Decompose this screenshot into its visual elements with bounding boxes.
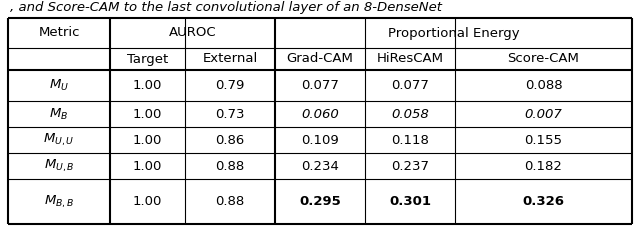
Text: 0.86: 0.86 (216, 134, 244, 147)
Text: 0.326: 0.326 (522, 195, 564, 208)
Text: 0.060: 0.060 (301, 107, 339, 120)
Text: $M_U$: $M_U$ (49, 78, 69, 93)
Text: 0.295: 0.295 (299, 195, 341, 208)
Text: 1.00: 1.00 (133, 195, 162, 208)
Text: Grad-CAM: Grad-CAM (287, 52, 353, 65)
Text: 0.088: 0.088 (525, 79, 563, 92)
Text: 1.00: 1.00 (133, 160, 162, 172)
Text: 0.109: 0.109 (301, 134, 339, 147)
Text: 0.058: 0.058 (391, 107, 429, 120)
Text: 0.237: 0.237 (391, 160, 429, 172)
Text: Score-CAM: Score-CAM (508, 52, 579, 65)
Text: Proportional Energy: Proportional Energy (388, 27, 519, 39)
Text: Metric: Metric (38, 27, 80, 39)
Text: 0.73: 0.73 (215, 107, 244, 120)
Text: HiResCAM: HiResCAM (376, 52, 444, 65)
Text: 0.88: 0.88 (216, 160, 244, 172)
Text: 1.00: 1.00 (133, 107, 162, 120)
Text: 0.077: 0.077 (391, 79, 429, 92)
Text: 0.155: 0.155 (525, 134, 563, 147)
Text: AUROC: AUROC (169, 27, 216, 39)
Text: 0.79: 0.79 (215, 79, 244, 92)
Text: 1.00: 1.00 (133, 134, 162, 147)
Text: 0.234: 0.234 (301, 160, 339, 172)
Text: 0.007: 0.007 (525, 107, 563, 120)
Text: 0.301: 0.301 (389, 195, 431, 208)
Text: $M_{U,U}$: $M_{U,U}$ (44, 132, 75, 148)
Text: 0.077: 0.077 (301, 79, 339, 92)
Text: $M_{U,B}$: $M_{U,B}$ (44, 158, 74, 174)
Text: 0.88: 0.88 (216, 195, 244, 208)
Text: $M_{B,B}$: $M_{B,B}$ (44, 193, 74, 210)
Text: Target: Target (127, 52, 168, 65)
Text: , and Score-CAM to the last convolutional layer of an 8-DenseNet: , and Score-CAM to the last convolutiona… (10, 2, 442, 14)
Text: External: External (202, 52, 258, 65)
Text: 0.118: 0.118 (391, 134, 429, 147)
Text: $M_B$: $M_B$ (49, 106, 68, 122)
Text: 1.00: 1.00 (133, 79, 162, 92)
Text: 0.182: 0.182 (525, 160, 563, 172)
